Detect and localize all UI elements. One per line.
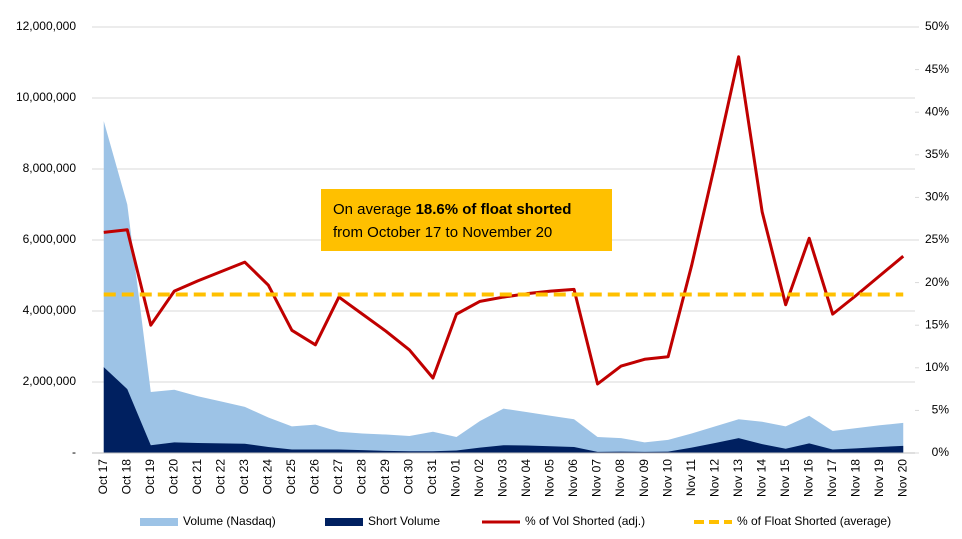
y2-tick-label: 10% bbox=[925, 360, 949, 374]
x-tick-label: Oct 20 bbox=[166, 459, 180, 495]
x-tick-label: Nov 17 bbox=[825, 459, 839, 497]
y-tick-label: 6,000,000 bbox=[23, 232, 77, 246]
x-tick-label: Nov 09 bbox=[637, 459, 651, 497]
y2-tick-label: 25% bbox=[925, 232, 949, 246]
y2-tick-label: 5% bbox=[932, 403, 950, 417]
legend-label: Volume (Nasdaq) bbox=[183, 514, 276, 528]
x-tick-label: Oct 29 bbox=[378, 459, 392, 495]
x-tick-label: Oct 31 bbox=[425, 459, 439, 495]
annotation-text: from October 17 to November 20 bbox=[333, 224, 553, 241]
x-tick-label: Oct 26 bbox=[308, 459, 322, 495]
y-tick-label: 12,000,000 bbox=[16, 19, 76, 33]
y2-tick-label: 45% bbox=[925, 62, 949, 76]
x-tick-label: Nov 18 bbox=[848, 459, 862, 497]
x-tick-label: Nov 20 bbox=[895, 459, 909, 497]
area bbox=[103, 121, 904, 453]
line bbox=[103, 55, 905, 386]
x-tick-label: Nov 19 bbox=[872, 459, 886, 497]
legend-label: Short Volume bbox=[368, 514, 440, 528]
y-tick-label: - bbox=[72, 445, 76, 459]
x-tick-label: Oct 23 bbox=[237, 459, 251, 495]
x-tick-label: Nov 10 bbox=[660, 459, 674, 497]
x-tick-label: Oct 21 bbox=[190, 459, 204, 495]
x-tick-label: Oct 27 bbox=[331, 459, 345, 495]
annotation: On average 18.6% of float shorted from Oc… bbox=[321, 189, 612, 251]
area bbox=[103, 367, 904, 453]
annotation-bold: 18.6% of float shorted bbox=[415, 201, 572, 218]
x-tick-label: Oct 17 bbox=[96, 459, 110, 495]
x-tick-label: Oct 24 bbox=[261, 459, 275, 495]
y-tick-label: 2,000,000 bbox=[23, 374, 77, 388]
x-tick-label: Nov 06 bbox=[566, 459, 580, 497]
x-tick-label: Nov 07 bbox=[590, 459, 604, 497]
x-tick-label: Nov 14 bbox=[754, 459, 768, 497]
y2-tick-label: 15% bbox=[925, 317, 949, 331]
legend-swatch bbox=[140, 518, 178, 526]
legend-swatch bbox=[325, 518, 363, 526]
x-tick-label: Nov 11 bbox=[684, 459, 698, 496]
y-tick-label: 10,000,000 bbox=[16, 90, 76, 104]
x-tick-label: Nov 13 bbox=[731, 459, 745, 497]
y-tick-label: 4,000,000 bbox=[23, 303, 77, 317]
x-tick-label: Nov 05 bbox=[543, 459, 557, 497]
legend-label: % of Float Shorted (average) bbox=[737, 514, 891, 528]
x-tick-label: Oct 30 bbox=[402, 459, 416, 495]
x-tick-label: Oct 22 bbox=[214, 459, 228, 495]
y2-tick-label: 40% bbox=[925, 104, 949, 118]
x-tick-label: Oct 19 bbox=[143, 459, 157, 495]
y-tick-label: 8,000,000 bbox=[23, 161, 77, 175]
x-tick-label: Nov 04 bbox=[519, 459, 533, 497]
x-tick-label: Nov 02 bbox=[472, 459, 486, 497]
y2-tick-label: 0% bbox=[932, 445, 950, 459]
x-tick-label: Oct 28 bbox=[355, 459, 369, 495]
legend-label: % of Vol Shorted (adj.) bbox=[525, 514, 645, 528]
y2-tick-label: 30% bbox=[925, 190, 949, 204]
x-tick-label: Nov 01 bbox=[449, 459, 463, 497]
y2-tick-label: 35% bbox=[925, 147, 949, 161]
x-tick-label: Nov 03 bbox=[496, 459, 510, 497]
x-tick-label: Nov 16 bbox=[801, 459, 815, 497]
x-tick-label: Oct 18 bbox=[119, 459, 133, 495]
x-tick-label: Oct 25 bbox=[284, 459, 298, 495]
x-tick-label: Nov 15 bbox=[778, 459, 792, 497]
y2-tick-label: 20% bbox=[925, 275, 949, 289]
x-tick-label: Nov 12 bbox=[707, 459, 721, 497]
annotation-text: On average bbox=[333, 201, 416, 218]
y2-tick-label: 50% bbox=[925, 19, 949, 33]
x-tick-label: Nov 08 bbox=[613, 459, 627, 497]
